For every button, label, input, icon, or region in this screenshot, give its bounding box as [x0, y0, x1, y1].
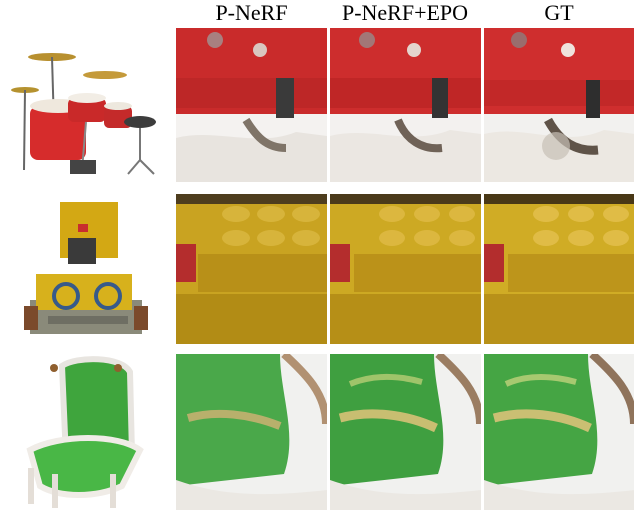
column-header-pnerf: P-NeRF — [215, 0, 288, 25]
drums-crop-pnerf — [176, 28, 327, 182]
column-header-gt: GT — [544, 0, 574, 25]
chair-crop-gt — [484, 354, 634, 510]
chair-full-render — [0, 350, 172, 512]
chair-crop-pnerf-epo — [330, 354, 481, 510]
lego-full-render — [0, 188, 172, 348]
lego-crop-gt — [484, 194, 634, 344]
drums-crop-pnerf-epo — [330, 28, 481, 182]
chair-crop-pnerf — [176, 354, 327, 510]
column-header-pnerf-epo: P-NeRF+EPO — [341, 0, 469, 25]
drums-full-render — [0, 20, 172, 180]
lego-crop-pnerf-epo — [330, 194, 481, 344]
drums-crop-gt — [484, 28, 634, 182]
lego-crop-pnerf — [176, 194, 327, 344]
